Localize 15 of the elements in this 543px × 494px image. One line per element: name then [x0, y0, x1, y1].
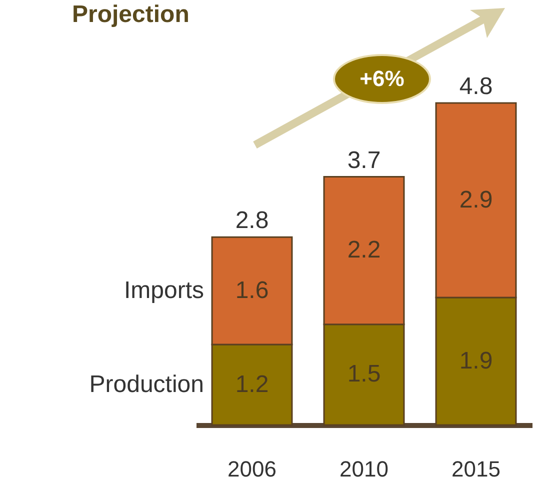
data-label: 2.2: [347, 236, 381, 264]
chart-title: Projection: [72, 1, 190, 28]
data-label: 2.9: [459, 186, 493, 214]
data-label: 1.2: [235, 370, 269, 398]
series-label: Production: [89, 370, 204, 398]
data-label: 1.9: [459, 347, 493, 374]
series-label: Imports: [124, 276, 204, 304]
total-label: 2.8: [235, 207, 269, 234]
x-tick-label: 2015: [452, 456, 500, 482]
data-label: 1.6: [235, 276, 269, 304]
data-label: 1.5: [347, 360, 381, 388]
total-label: 4.8: [459, 73, 493, 100]
total-label: 3.7: [347, 146, 381, 174]
x-tick-label: 2010: [340, 456, 388, 482]
x-tick-label: 2006: [228, 456, 276, 482]
